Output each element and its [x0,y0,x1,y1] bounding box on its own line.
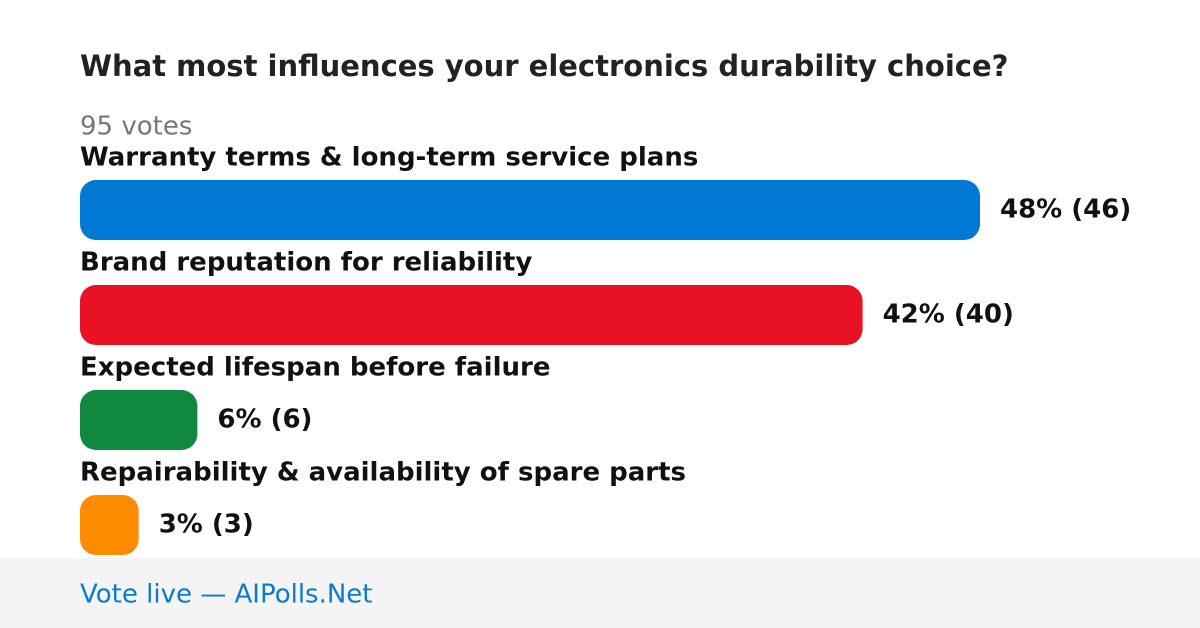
value-label: 42% (40) [883,300,1014,330]
option-label: Warranty terms & long-term service plans [80,143,698,173]
bar [80,285,863,345]
option-label: Repairability & availability of spare pa… [80,458,686,488]
footer-band [0,558,1200,628]
option-label: Brand reputation for reliability [80,248,532,278]
poll-title: What most influences your electronics du… [80,49,1008,83]
value-label: 3% (3) [159,510,254,540]
value-label: 6% (6) [217,405,312,435]
bar [80,390,198,450]
bar [80,495,139,555]
vote-count: 95 votes [80,112,192,142]
footer-link[interactable]: Vote live — AIPolls.Net [80,580,373,610]
bar [80,180,980,240]
option-label: Expected lifespan before failure [80,353,550,383]
value-label: 48% (46) [1000,195,1131,225]
